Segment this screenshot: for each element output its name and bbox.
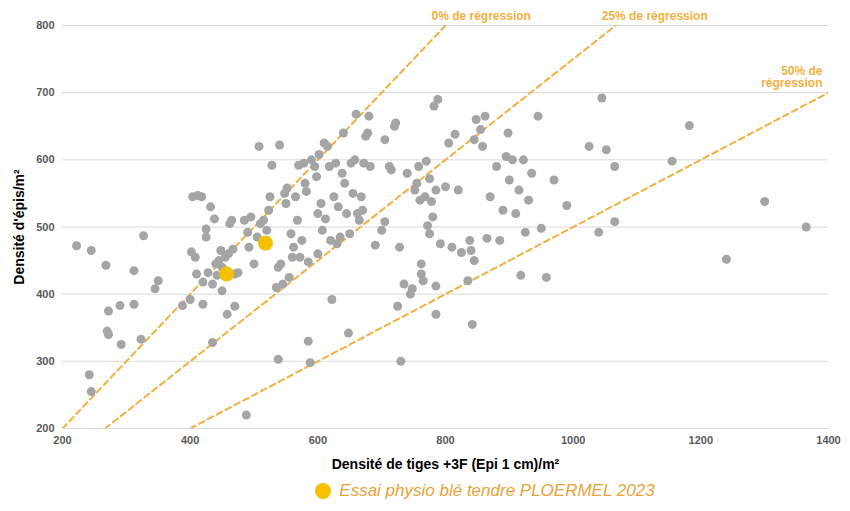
svg-text:200: 200	[36, 422, 54, 434]
svg-text:300: 300	[36, 355, 54, 367]
svg-text:600: 600	[36, 153, 54, 165]
svg-text:1200: 1200	[689, 434, 713, 446]
svg-text:50% derégression: 50% derégression	[761, 64, 823, 90]
svg-text:Densité de tiges +3F (Epi 1 cm: Densité de tiges +3F (Epi 1 cm)/m²	[332, 456, 560, 472]
svg-text:700: 700	[36, 86, 54, 98]
svg-text:25% de régression: 25% de régression	[602, 9, 708, 23]
svg-text:0% de régression: 0% de régression	[432, 9, 531, 23]
svg-text:400: 400	[36, 288, 54, 300]
svg-text:600: 600	[309, 434, 327, 446]
svg-text:800: 800	[436, 434, 454, 446]
svg-text:400: 400	[181, 434, 199, 446]
svg-text:1400: 1400	[816, 434, 840, 446]
svg-text:200: 200	[53, 434, 71, 446]
svg-text:500: 500	[36, 221, 54, 233]
html-text:Essai physio blé tendre PLOERM: Essai physio blé tendre PLOERMEL 2023	[339, 481, 655, 500]
svg-text:1000: 1000	[561, 434, 585, 446]
svg-text:800: 800	[36, 19, 54, 31]
svg-text:Densité d'épis/m²: Densité d'épis/m²	[11, 169, 27, 285]
